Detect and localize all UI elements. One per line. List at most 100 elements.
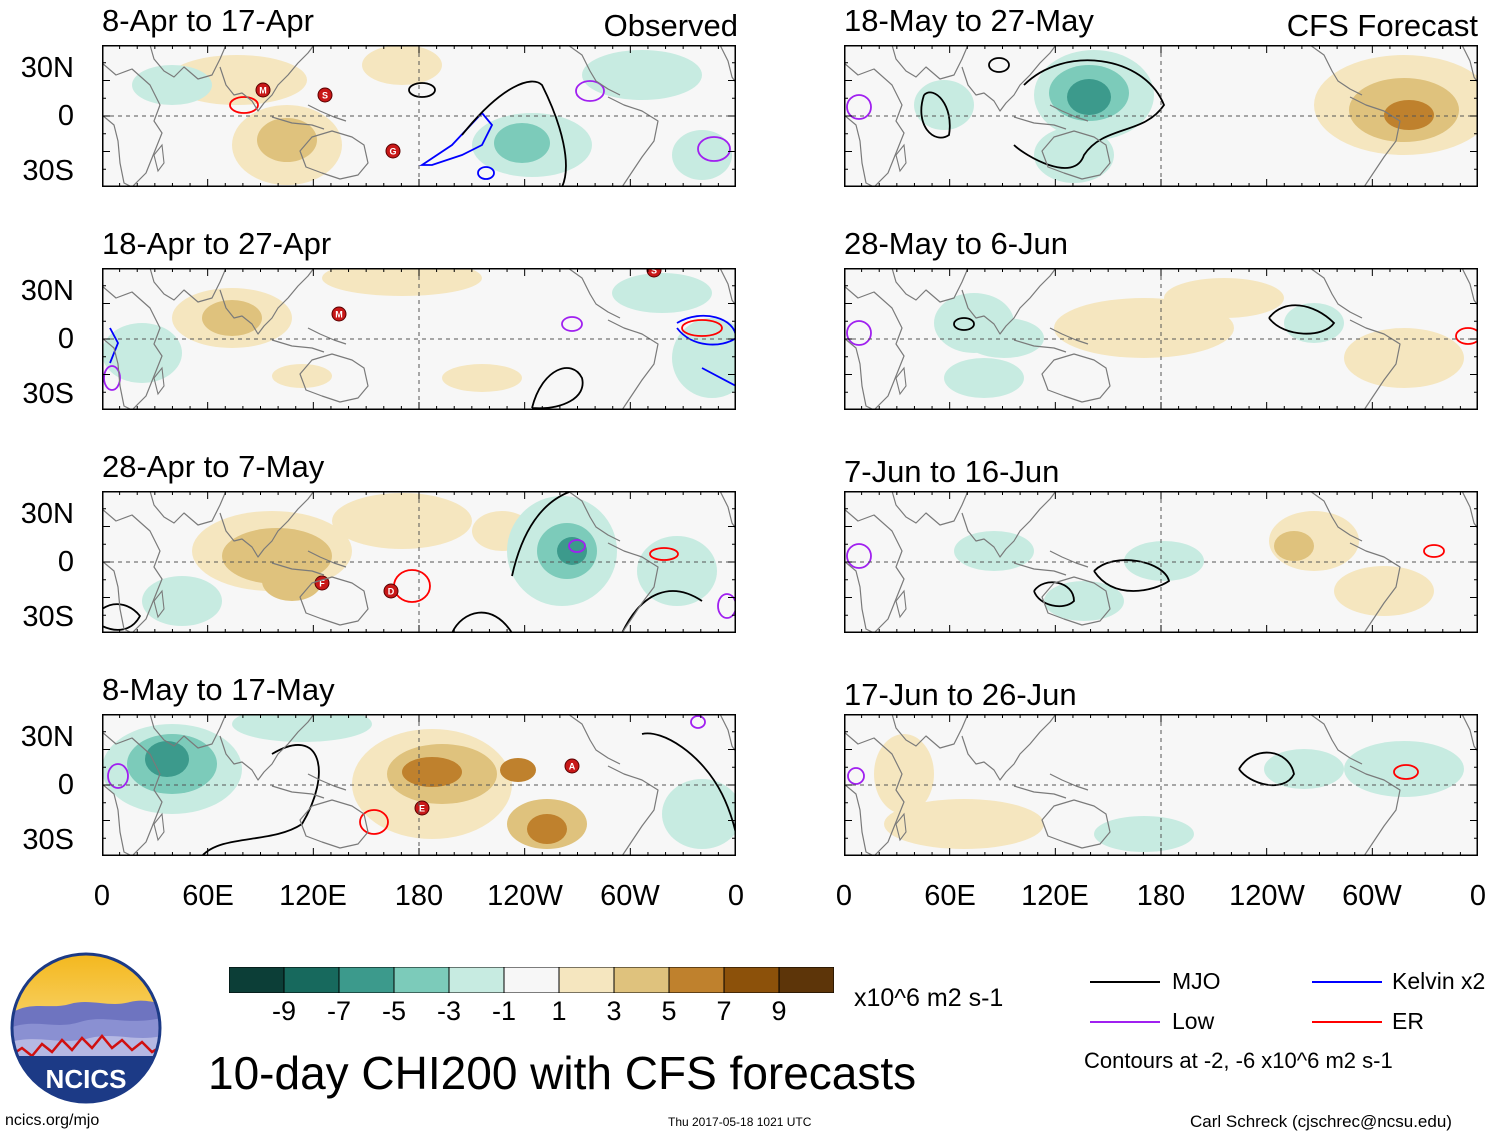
mjo-contour: [1093, 559, 1171, 592]
legend-low-line: [1090, 1021, 1160, 1023]
colorbar-tick-label: -1: [491, 996, 517, 1026]
anomaly-shading: [672, 130, 732, 180]
storm-marker: D: [383, 583, 399, 599]
map-frame: [844, 491, 1478, 633]
colorbar-swatch: [338, 967, 395, 993]
mjo-contour: [1013, 59, 1166, 169]
coastlines: [102, 268, 736, 410]
low-contour: [103, 365, 121, 391]
er-contour: [1455, 327, 1478, 345]
colorbar-swatch: [668, 967, 725, 993]
mjo-contour: [201, 744, 320, 856]
anomaly-shading: [1384, 100, 1434, 130]
anomaly-shading: [442, 364, 522, 392]
colorbar: [229, 967, 834, 993]
anomaly-shading: [332, 493, 472, 549]
legend-mjo-line: [1090, 981, 1160, 983]
legend-er-line: [1312, 1021, 1382, 1023]
lon-label-60e: 60E: [924, 880, 976, 912]
low-contour: [846, 94, 872, 120]
lat-label-eq: 0: [57, 323, 74, 355]
map-frame: [102, 714, 736, 856]
anomaly-shading: [1264, 749, 1344, 789]
anomaly-shading: [964, 318, 1044, 358]
map-frame: [844, 45, 1478, 187]
anomaly-shading: [272, 364, 332, 388]
anomaly-shading: [944, 358, 1024, 398]
map-panel-observed-1: M S G: [102, 45, 736, 187]
kelvin-contour: [419, 111, 494, 166]
mjo-contour: [461, 80, 567, 187]
er-contour: [1393, 764, 1419, 780]
anomaly-shading: [402, 757, 462, 787]
low-contour: [846, 543, 872, 569]
er-contour: [1423, 544, 1445, 558]
anomaly-shading: [145, 741, 189, 777]
legend-er-label: ER: [1392, 1008, 1424, 1034]
panel-title-fc-2: 28-May to 6-Jun: [844, 226, 1068, 261]
legend-low-label: Low: [1172, 1008, 1215, 1034]
low-contour: [847, 767, 865, 785]
panel-title-fc-3: 7-Jun to 16-Jun: [844, 454, 1060, 489]
legend-mjo-label: MJO: [1172, 968, 1221, 994]
colorbar-swatch: [393, 967, 450, 993]
storm-marker: S: [317, 87, 333, 103]
colorbar-tick-label: -3: [436, 996, 462, 1026]
colorbar-swatch: [558, 967, 615, 993]
lon-label-60e: 60E: [182, 880, 234, 912]
colorbar-tick-label: 7: [716, 996, 732, 1026]
mjo-contour: [641, 732, 736, 835]
kelvin-contour: [701, 367, 736, 387]
coastlines: [102, 45, 736, 187]
low-contour: [846, 320, 872, 346]
lat-label-30n: 30N: [20, 498, 74, 530]
lon-label-120w: 120W: [1229, 880, 1305, 912]
lon-label-120e: 120E: [279, 880, 347, 912]
coastlines: [844, 268, 1478, 410]
map-frame: [102, 45, 736, 187]
anomaly-shading: [257, 118, 317, 162]
cfs-forecast-label: CFS Forecast: [1286, 8, 1478, 43]
lat-label-30n: 30N: [20, 52, 74, 84]
colorbar-swatch: [283, 967, 340, 993]
storm-letter: M: [259, 86, 267, 96]
lon-label-60w: 60W: [1342, 880, 1402, 912]
lon-label-360: 0: [727, 880, 745, 912]
lat-label-eq: 0: [57, 546, 74, 578]
lon-label-0: 0: [835, 880, 853, 912]
map-frame: [102, 491, 736, 633]
colorbar-tick-label: 5: [661, 996, 677, 1026]
colorbar-tick-label: -7: [326, 996, 352, 1026]
anomaly-shading: [612, 273, 712, 313]
storm-letter: M: [335, 310, 343, 320]
lat-label-30s: 30S: [22, 601, 74, 633]
footer-url: ncics.org/mjo: [5, 1112, 100, 1129]
lon-label-180: 180: [394, 880, 444, 912]
mjo-contour: [920, 91, 951, 139]
anomaly-shading: [494, 123, 550, 163]
colorbar-swatch: [778, 967, 834, 993]
anomaly-shading: [132, 65, 212, 105]
lat-label-30n: 30N: [20, 721, 74, 753]
anomaly-shading: [637, 536, 717, 606]
low-contour: [568, 539, 586, 553]
anomaly-shading: [1344, 741, 1464, 797]
lon-label-120e: 120E: [1021, 880, 1089, 912]
mjo-contour: [511, 491, 703, 633]
lon-label-120w: 120W: [487, 880, 563, 912]
panel-title-fc-4: 17-Jun to 26-Jun: [844, 677, 1077, 712]
er-contour: [681, 319, 723, 337]
colorbar-swatch: [229, 967, 285, 993]
mjo-contour: [953, 317, 975, 331]
anomaly-shading: [1044, 581, 1124, 621]
anomaly-shading: [362, 45, 442, 85]
anomaly-shading: [262, 561, 322, 601]
low-contour: [107, 763, 129, 789]
anomaly-shading: [202, 300, 262, 336]
er-contour: [359, 809, 389, 835]
low-contour: [717, 593, 736, 619]
coastlines: [844, 714, 1478, 856]
lon-label-360: 0: [1469, 880, 1487, 912]
colorbar-tick-label: -9: [271, 996, 297, 1026]
anomaly-shading: [662, 779, 736, 849]
